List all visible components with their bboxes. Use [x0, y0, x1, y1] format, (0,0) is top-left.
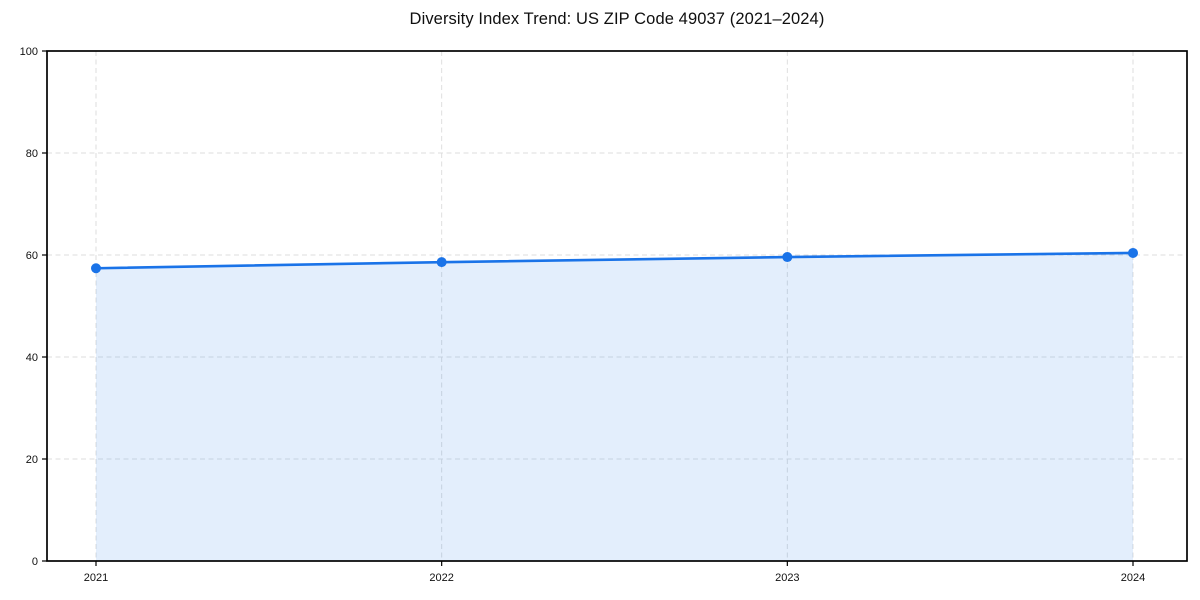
x-tick-label: 2024 [1121, 572, 1145, 584]
trend-line [94, 251, 1135, 270]
data-points [91, 247, 1138, 274]
plot-border [46, 50, 1188, 562]
y-tick-label: 40 [26, 352, 38, 364]
y-tick-label: 0 [32, 556, 38, 568]
y-tick-label: 20 [26, 454, 38, 466]
x-tick-label: 2023 [775, 572, 799, 584]
data-point [91, 263, 101, 274]
y-tick-label: 100 [20, 46, 38, 58]
area-fill [96, 252, 1133, 561]
data-point [1128, 247, 1138, 258]
data-point [436, 257, 447, 268]
axis-ticks [42, 50, 1134, 566]
tick-labels: 0 20 40 60 80 100 2021 2022 2023 2024 [20, 46, 1146, 584]
data-point [782, 252, 793, 263]
y-tick-label: 80 [26, 148, 38, 160]
y-tick-label: 60 [26, 250, 38, 262]
chart-title: Diversity Index Trend: US ZIP Code 49037… [409, 10, 825, 28]
gridlines [47, 51, 1187, 561]
x-tick-label: 2022 [429, 572, 453, 584]
x-tick-label: 2021 [84, 572, 108, 584]
